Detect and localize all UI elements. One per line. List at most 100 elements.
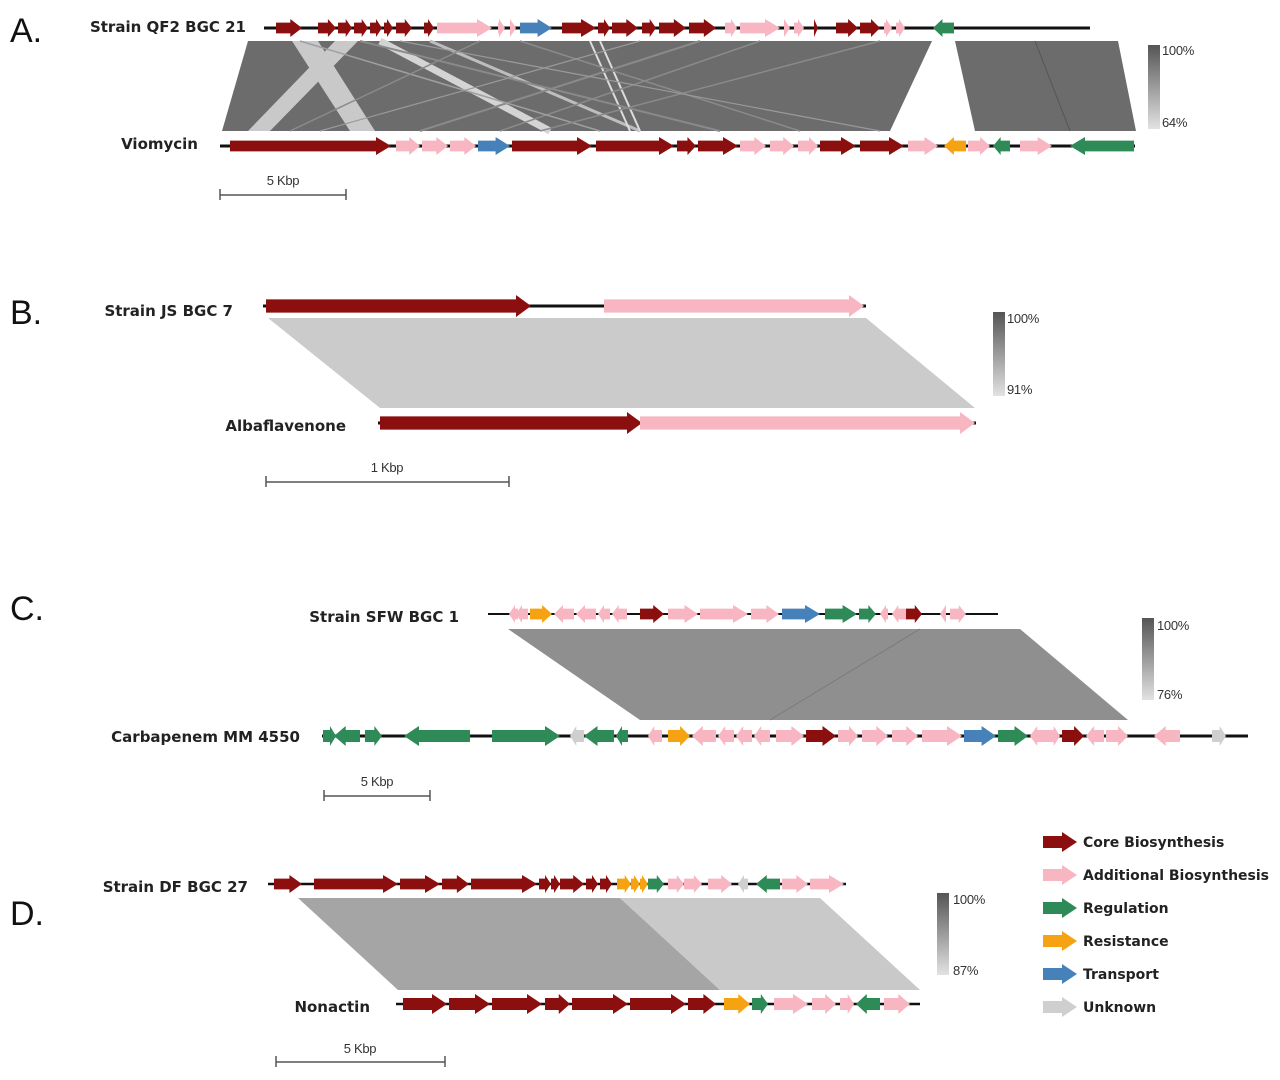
regulation-gene-arrow — [752, 994, 768, 1014]
homology-block — [508, 629, 1128, 720]
regulation-gene-arrow — [404, 726, 470, 746]
panel-d: D. Strain DF BGC 27 Nonactin 5 Kbp 100% … — [10, 875, 986, 1067]
additional-gene-arrow — [668, 605, 698, 623]
additional-gene-arrow — [862, 726, 888, 746]
homology-crosslink — [248, 41, 358, 131]
identity-max-label: 100% — [1162, 43, 1195, 58]
legend-regulation-label: Regulation — [1083, 901, 1169, 917]
query-gene-track — [509, 605, 966, 623]
additional-gene-arrow — [892, 605, 906, 623]
core-gene-arrow — [642, 19, 656, 37]
core-gene-arrow — [266, 295, 531, 317]
homology-crosslink — [289, 40, 481, 132]
additional-gene-arrow — [498, 19, 505, 37]
homology-crosslink — [399, 40, 881, 132]
identity-gradient-bar — [1148, 45, 1160, 129]
core-gene-arrow — [906, 605, 922, 623]
additional-gene-arrow — [1046, 726, 1060, 746]
additional-gene-arrow — [740, 137, 766, 155]
additional-gene-arrow — [770, 137, 794, 155]
additional-gene-arrow — [516, 605, 528, 623]
regulation-gene-arrow — [365, 726, 382, 746]
core-gene-arrow — [836, 19, 858, 37]
homology-crosslink — [299, 40, 601, 132]
regulation-gene-arrow — [323, 726, 336, 746]
legend-additional-label: Additional Biosynthesis — [1083, 868, 1269, 884]
scale-bar-label: 1 Kbp — [371, 460, 404, 475]
additional-gene-arrow — [812, 994, 836, 1014]
core-gene-arrow — [860, 137, 904, 155]
gene-function-legend: Core Biosynthesis Additional Biosynthesis… — [1043, 832, 1269, 1017]
additional-gene-arrow — [1030, 726, 1046, 746]
query-cluster-name: Strain JS BGC 7 — [104, 302, 233, 320]
core-gene-arrow — [598, 19, 610, 37]
core-gene-arrow — [688, 994, 716, 1014]
core-gene-arrow — [698, 137, 738, 155]
reference-cluster-name: Albaflavenone — [225, 417, 346, 435]
query-gene-track — [276, 19, 954, 37]
panel-a: A. Strain QF2 BGC 21 Viomycin — [10, 12, 1195, 200]
core-gene-arrow — [820, 137, 856, 155]
core-gene-arrow — [396, 19, 412, 37]
unknown-gene-arrow — [1212, 726, 1226, 746]
core-gene-arrow — [403, 994, 447, 1014]
additional-gene-arrow — [940, 605, 946, 623]
query-gene-track — [266, 295, 864, 317]
homology-crosslink — [499, 40, 761, 132]
core-gene-arrow — [551, 875, 560, 893]
query-cluster-name: Strain SFW BGC 1 — [309, 608, 459, 626]
core-gene-arrow — [318, 19, 336, 37]
additional-gene-arrow — [700, 605, 748, 623]
homology-block — [268, 318, 975, 408]
unknown-gene-arrow — [738, 875, 748, 893]
additional-gene-arrow — [1106, 726, 1128, 746]
identity-max-label: 100% — [953, 892, 986, 907]
legend-transport-label: Transport — [1083, 967, 1159, 983]
core-gene-arrow — [400, 875, 440, 893]
legend-resistance-swatch — [1043, 931, 1077, 951]
regulation-gene-arrow — [584, 726, 614, 746]
core-gene-arrow — [354, 19, 368, 37]
core-gene-arrow — [572, 994, 628, 1014]
legend-unknown-swatch — [1043, 997, 1077, 1017]
additional-gene-arrow — [1154, 726, 1180, 746]
core-gene-arrow — [860, 19, 880, 37]
core-gene-arrow — [370, 19, 382, 37]
homology-crosslink — [419, 40, 701, 132]
regulation-gene-arrow — [998, 726, 1028, 746]
regulation-gene-arrow — [648, 875, 664, 893]
core-gene-arrow — [539, 875, 551, 893]
additional-gene-arrow — [896, 19, 905, 37]
homology-block — [298, 898, 720, 990]
core-gene-arrow — [442, 875, 469, 893]
resistance-gene-arrow — [944, 137, 966, 155]
homology-crosslinks — [248, 37, 1071, 135]
unknown-gene-arrow — [570, 726, 584, 746]
transport-gene-arrow — [478, 137, 510, 155]
homology-block — [620, 898, 920, 990]
query-gene-track — [274, 875, 844, 893]
core-gene-arrow — [471, 875, 537, 893]
regulation-gene-arrow — [993, 137, 1010, 155]
transport-gene-arrow — [964, 726, 996, 746]
homology-crosslink — [319, 40, 641, 132]
panel-c: C. Strain SFW BGC 1 Carbapenem MM 4550 5… — [10, 590, 1248, 801]
additional-gene-arrow — [648, 726, 662, 746]
additional-gene-arrow — [725, 19, 737, 37]
additional-gene-arrow — [782, 875, 808, 893]
resistance-gene-arrow — [617, 875, 631, 893]
identity-max-label: 100% — [1157, 618, 1190, 633]
core-gene-arrow — [659, 19, 686, 37]
additional-gene-arrow — [892, 726, 918, 746]
panel-label: A. — [10, 12, 42, 50]
additional-gene-arrow — [612, 605, 627, 623]
panel-label: D. — [10, 895, 44, 933]
additional-gene-arrow — [784, 19, 790, 37]
additional-gene-arrow — [640, 412, 975, 434]
core-gene-arrow — [424, 19, 434, 37]
scale-bar-label: 5 Kbp — [344, 1041, 377, 1056]
reference-gene-track — [323, 726, 1226, 746]
legend-resistance-label: Resistance — [1083, 934, 1169, 950]
homology-block — [955, 41, 1136, 131]
core-gene-arrow — [545, 994, 570, 1014]
